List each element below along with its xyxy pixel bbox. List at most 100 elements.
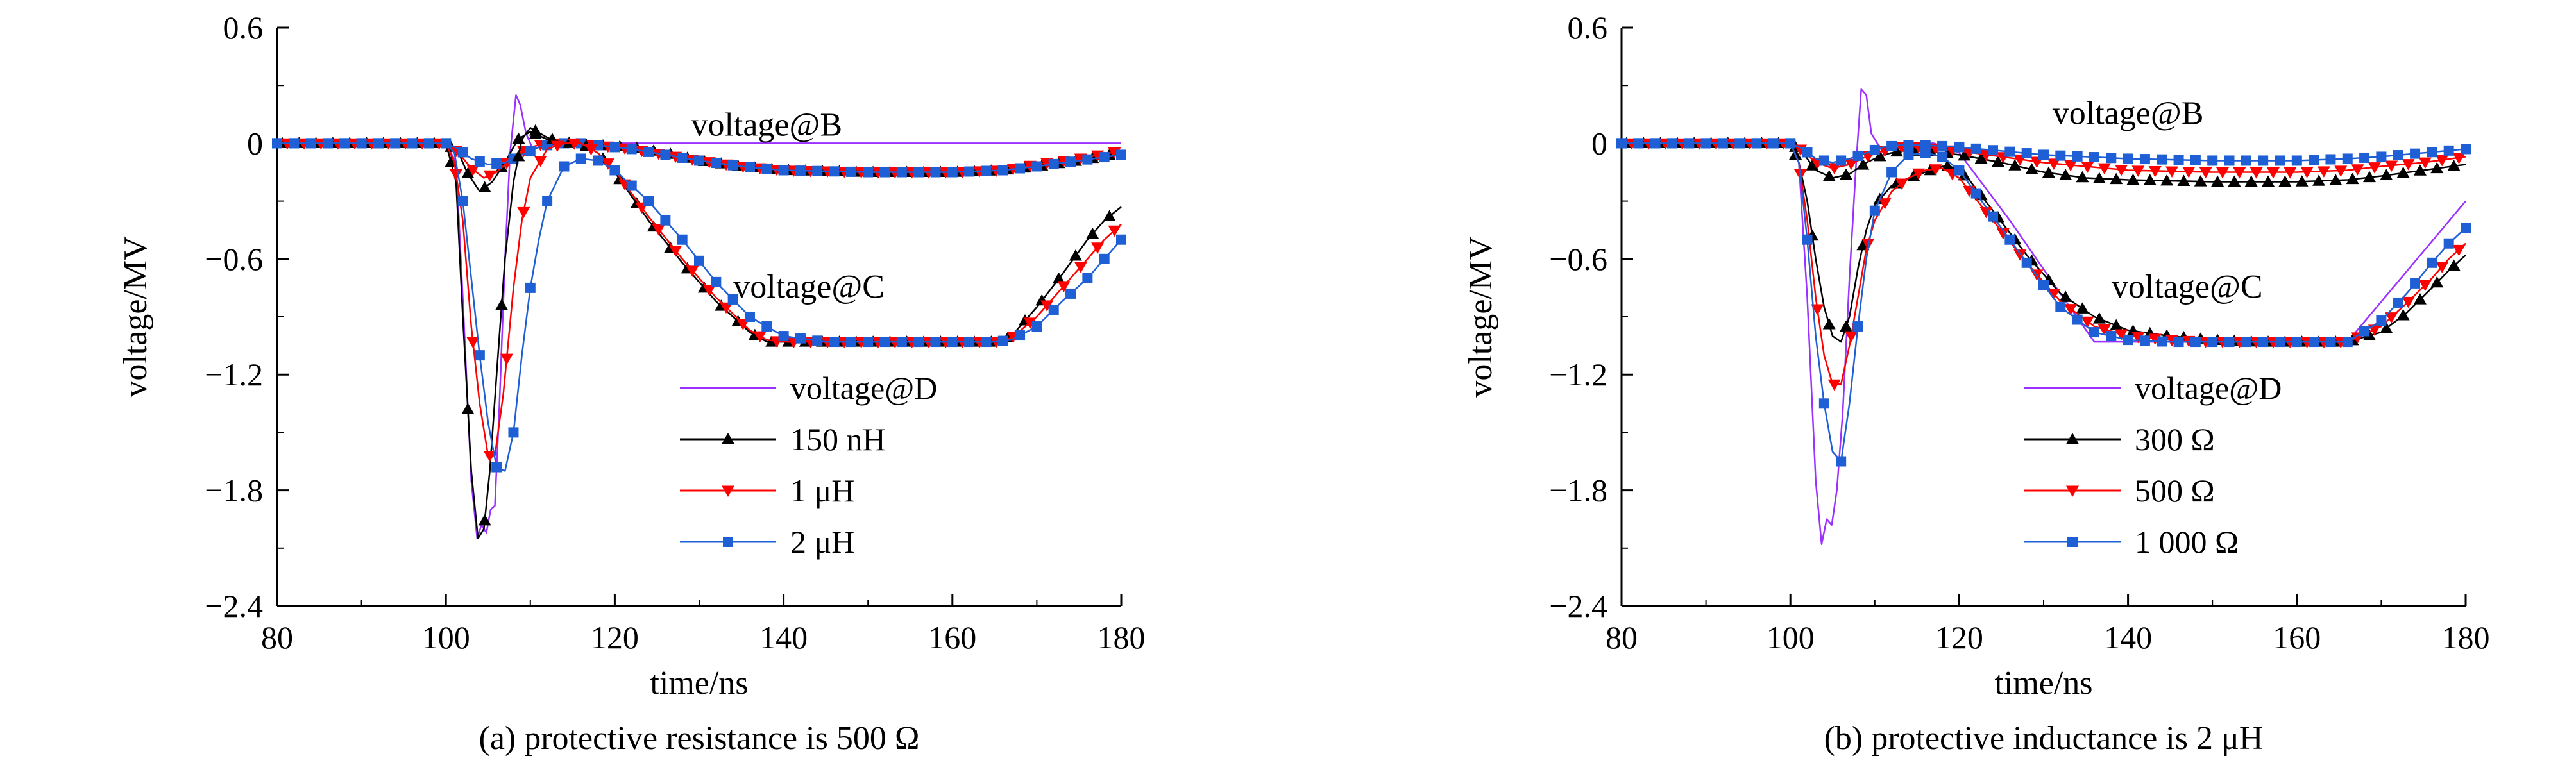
series-marker — [2329, 174, 2343, 185]
series-marker — [997, 165, 1008, 176]
annotation-label: voltage@B — [2053, 95, 2204, 131]
series-marker — [2081, 316, 2094, 328]
series-marker — [559, 161, 570, 172]
series-marker — [2139, 154, 2150, 165]
series-marker — [1852, 321, 1863, 332]
series-marker — [2418, 157, 2432, 169]
x-tick-label: 100 — [422, 619, 470, 655]
series-marker — [2126, 173, 2140, 185]
legend-swatch-marker — [2067, 537, 2078, 547]
series-line-1 — [1622, 142, 2466, 183]
series-marker — [2241, 337, 2251, 348]
series-marker — [2275, 155, 2285, 166]
series-marker — [457, 147, 468, 158]
series-marker — [1974, 152, 1988, 164]
series-marker — [2216, 167, 2229, 179]
series-marker — [744, 312, 755, 322]
series-marker — [2300, 167, 2314, 178]
series-marker — [2396, 308, 2410, 321]
x-tick-label: 180 — [2442, 619, 2490, 655]
x-tick-label: 80 — [261, 619, 293, 655]
series-marker — [423, 138, 434, 149]
series-marker — [2427, 147, 2437, 158]
series-marker — [2443, 238, 2454, 249]
series-marker — [2380, 169, 2393, 180]
series-marker — [1920, 140, 1931, 151]
series-marker — [1684, 138, 1695, 149]
series-marker — [2362, 171, 2376, 183]
series-marker — [495, 298, 509, 310]
x-tick-label: 100 — [1767, 619, 1815, 655]
series-marker — [2410, 148, 2421, 159]
y-tick-label: 0.6 — [223, 10, 264, 46]
series-marker — [2385, 160, 2398, 172]
series-marker — [2436, 262, 2449, 273]
y-axis-label: voltage/MV — [1462, 236, 1499, 397]
series-marker — [1099, 253, 1110, 264]
x-tick-label: 120 — [1935, 619, 1983, 655]
series-marker — [512, 149, 525, 162]
series-marker — [896, 337, 907, 348]
series-marker — [2402, 296, 2415, 308]
series-marker — [1954, 165, 1965, 176]
series-marker — [2004, 146, 2015, 157]
series-marker — [1806, 159, 1819, 171]
y-tick-label: −0.6 — [205, 241, 263, 277]
series-marker — [2008, 159, 2022, 171]
legend-swatch-marker — [2066, 485, 2079, 497]
series-marker — [2402, 159, 2415, 171]
series-marker — [829, 166, 840, 177]
series-marker — [896, 167, 907, 178]
series-marker — [2418, 280, 2432, 292]
series-marker — [2312, 174, 2326, 186]
chart-panel-b: 80 100 120 140 160 180 0.6 0 −0.6 −1.2 −1.8 −2.4 tim… — [1462, 10, 2490, 757]
series-marker — [812, 165, 823, 176]
series-marker — [2295, 175, 2309, 187]
series-marker — [1633, 138, 1644, 149]
series-marker — [1048, 304, 1059, 315]
series-marker — [322, 138, 333, 149]
series-marker — [525, 146, 536, 156]
series-marker — [761, 164, 772, 174]
series-marker — [2258, 337, 2269, 348]
series-marker — [702, 285, 716, 296]
series-marker — [609, 142, 620, 153]
x-tick-label: 160 — [2273, 619, 2321, 655]
series-marker — [2047, 158, 2060, 170]
y-tick-label: −1.8 — [1549, 473, 1607, 509]
series-marker — [1031, 161, 1042, 172]
series-marker — [2385, 312, 2398, 324]
x-tick-label: 180 — [1097, 619, 1146, 655]
series-marker — [2334, 165, 2348, 177]
series-marker — [1031, 321, 1042, 332]
series-marker — [2291, 155, 2302, 166]
series-marker — [2291, 337, 2302, 348]
series-marker — [1836, 456, 1847, 467]
series-marker — [1836, 155, 1847, 166]
series-marker — [534, 155, 547, 167]
series-marker — [609, 165, 620, 176]
series-marker — [272, 138, 282, 149]
series-marker — [981, 165, 992, 176]
series-marker — [2110, 172, 2123, 185]
series-marker — [1844, 158, 1858, 171]
series-marker — [2173, 337, 2184, 348]
series-marker — [2207, 337, 2218, 348]
series-marker — [845, 337, 856, 348]
series-marker — [879, 337, 890, 348]
series-marker — [2106, 153, 2117, 164]
y-tick-label: −0.6 — [1549, 241, 1607, 277]
series-marker — [1844, 331, 1858, 343]
series-marker — [997, 335, 1008, 346]
series-marker — [2262, 175, 2275, 187]
series-marker — [2258, 155, 2269, 166]
series-marker — [1074, 262, 1087, 273]
series-marker — [2038, 149, 2049, 160]
series-marker — [2025, 163, 2038, 174]
series-marker — [2430, 162, 2444, 174]
series-marker — [2461, 144, 2471, 155]
series-marker — [2325, 154, 2336, 165]
series-marker — [289, 138, 300, 149]
series-marker — [727, 294, 738, 305]
series-marker — [2452, 244, 2466, 256]
